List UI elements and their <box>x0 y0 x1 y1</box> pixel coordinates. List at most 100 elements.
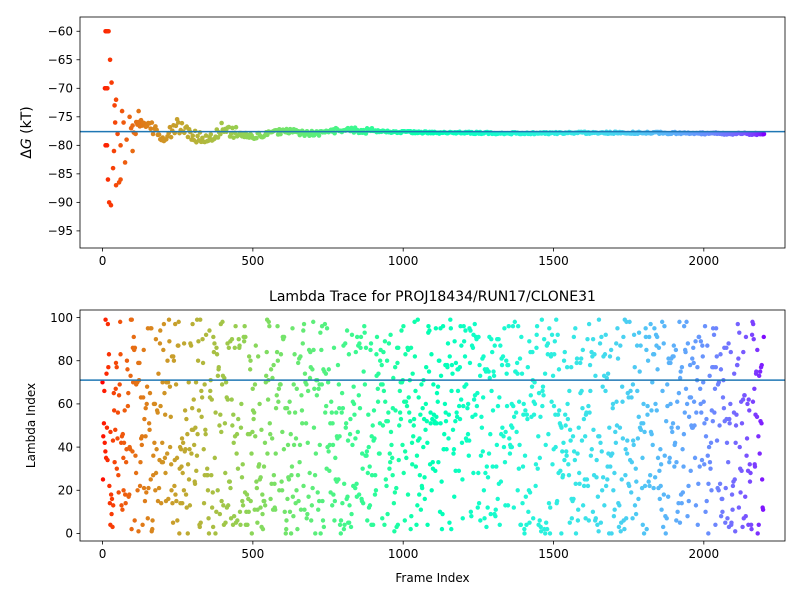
lambda-point <box>366 444 371 450</box>
lambda-point <box>273 451 278 456</box>
lambda-point <box>262 503 268 508</box>
lambda-point <box>626 483 632 489</box>
lambda-point <box>600 475 606 480</box>
lambda-point <box>612 470 617 476</box>
lambda-point <box>100 477 106 482</box>
lambda-point <box>301 483 306 489</box>
lambda-point <box>345 438 351 443</box>
lambda-point <box>717 481 723 486</box>
lambda-point <box>685 341 691 346</box>
lambda-point <box>125 367 130 372</box>
delta-g-point <box>105 177 111 182</box>
lambda-point <box>760 507 766 512</box>
lambda-point <box>254 479 259 484</box>
lambda-point <box>187 503 193 508</box>
lambda-point <box>478 453 484 458</box>
lambda-point <box>447 520 452 525</box>
lambda-point <box>737 444 742 450</box>
lambda-point <box>528 393 533 398</box>
lambda-point <box>756 434 761 439</box>
lambda-point <box>195 431 200 437</box>
lambda-point <box>360 466 365 471</box>
lambda-point <box>409 513 414 519</box>
lambda-point <box>442 401 448 407</box>
lambda-point <box>214 345 219 350</box>
lambda-point <box>510 425 515 430</box>
lambda-point <box>615 326 620 331</box>
lambda-point <box>515 323 521 329</box>
lambda-point <box>501 444 507 450</box>
lambda-point <box>401 470 406 476</box>
lambda-point <box>588 453 594 458</box>
delta-g-point <box>130 148 135 154</box>
lambda-point <box>593 373 598 379</box>
lambda-point <box>116 490 121 495</box>
lambda-point <box>672 464 677 469</box>
lambda-point <box>374 334 380 340</box>
delta-g-point <box>148 126 153 132</box>
lambda-point <box>424 418 430 424</box>
delta-g-point <box>149 120 155 125</box>
lambda-point <box>514 360 520 366</box>
lambda-point <box>504 371 509 376</box>
lambda-point <box>756 373 762 379</box>
lambda-point <box>260 511 265 517</box>
lambda-point <box>482 516 487 521</box>
lambda-point <box>566 472 572 478</box>
lambda-point <box>590 336 596 342</box>
lambda-point <box>498 479 504 484</box>
lambda-point <box>321 524 327 530</box>
lambda-point <box>311 425 317 430</box>
lambda-point <box>421 444 426 450</box>
lambda-point <box>679 501 684 506</box>
delta-g-y-ticks: −60 −65 −70 −75 −80 −85 −90 −95 <box>48 25 80 238</box>
lambda-point <box>316 386 321 391</box>
lambda-point <box>215 373 221 379</box>
lambda-point <box>708 466 713 471</box>
lambda-point <box>370 423 375 428</box>
lambda-point <box>343 421 349 426</box>
lambda-point <box>662 323 667 329</box>
lambda-point <box>635 388 640 394</box>
lambda-point <box>640 455 645 461</box>
lambda-point <box>121 440 127 445</box>
lambda-point <box>216 365 221 370</box>
lambda-point <box>706 531 711 536</box>
lambda-point <box>209 505 215 510</box>
lambda-point <box>153 488 158 493</box>
lambda-point <box>630 516 635 521</box>
lambda-point <box>713 365 719 370</box>
lambda-point <box>415 317 420 322</box>
lambda-point <box>167 444 173 450</box>
delta-g-point <box>233 124 239 130</box>
lambda-point <box>677 520 683 525</box>
lambda-point <box>165 380 171 385</box>
lambda-point <box>684 401 690 407</box>
lambda-point <box>173 382 179 387</box>
lambda-point <box>408 418 413 424</box>
lambda-point <box>372 492 378 497</box>
lambda-point <box>436 460 441 465</box>
lambda-point <box>349 511 354 517</box>
lambda-point <box>650 380 655 385</box>
lambda-point <box>419 485 425 491</box>
lambda-point <box>458 323 463 329</box>
lambda-point <box>743 334 749 340</box>
lambda-point <box>453 418 458 424</box>
lambda-point <box>314 393 320 398</box>
lambda-point <box>457 416 463 422</box>
lambda-point <box>526 509 531 515</box>
delta-g-point <box>115 131 120 137</box>
lambda-point <box>386 410 391 415</box>
lambda-point <box>654 408 659 413</box>
lambda-point <box>497 522 502 528</box>
lambda-point <box>104 371 109 376</box>
lambda-point <box>721 406 727 411</box>
lambda-point <box>282 509 287 515</box>
lambda-point <box>481 354 486 359</box>
lambda-point <box>278 352 284 357</box>
lambda-point <box>465 401 471 407</box>
lambda-point <box>580 347 586 353</box>
lambda-point <box>596 317 602 322</box>
lambda-point <box>240 498 245 504</box>
